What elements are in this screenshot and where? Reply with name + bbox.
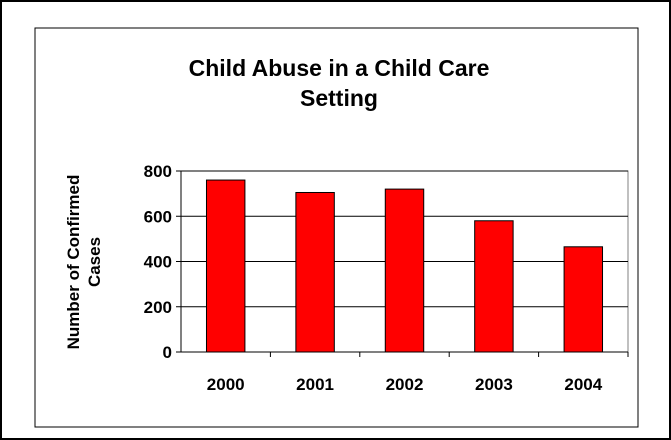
bar <box>384 188 425 353</box>
bar <box>474 220 514 353</box>
y-tick-label: 0 <box>163 343 172 362</box>
x-tick-label: 2000 <box>207 375 245 394</box>
y-tick-label: 400 <box>144 253 172 272</box>
y-tick-label: 200 <box>144 298 172 317</box>
bar <box>205 179 246 353</box>
x-tick-label: 2002 <box>386 375 424 394</box>
x-tick-label: 2003 <box>475 375 513 394</box>
bar <box>295 191 335 353</box>
y-axis-title-line-2: Cases <box>85 237 104 287</box>
chart-title-line-2: Setting <box>300 85 378 111</box>
bar <box>563 246 604 353</box>
y-tick-label: 800 <box>144 162 172 181</box>
y-tick-label: 600 <box>144 207 172 226</box>
plot-area: 0 200 400 600 800 2000 2001 2002 2003 2004 <box>144 162 629 394</box>
x-tick-label: 2001 <box>296 375 334 394</box>
chart-title-line-1: Child Abuse in a Child Care <box>189 55 490 81</box>
x-tick-label: 2004 <box>564 375 602 394</box>
y-axis-title-line-1: Number of Confirmed <box>64 175 83 350</box>
